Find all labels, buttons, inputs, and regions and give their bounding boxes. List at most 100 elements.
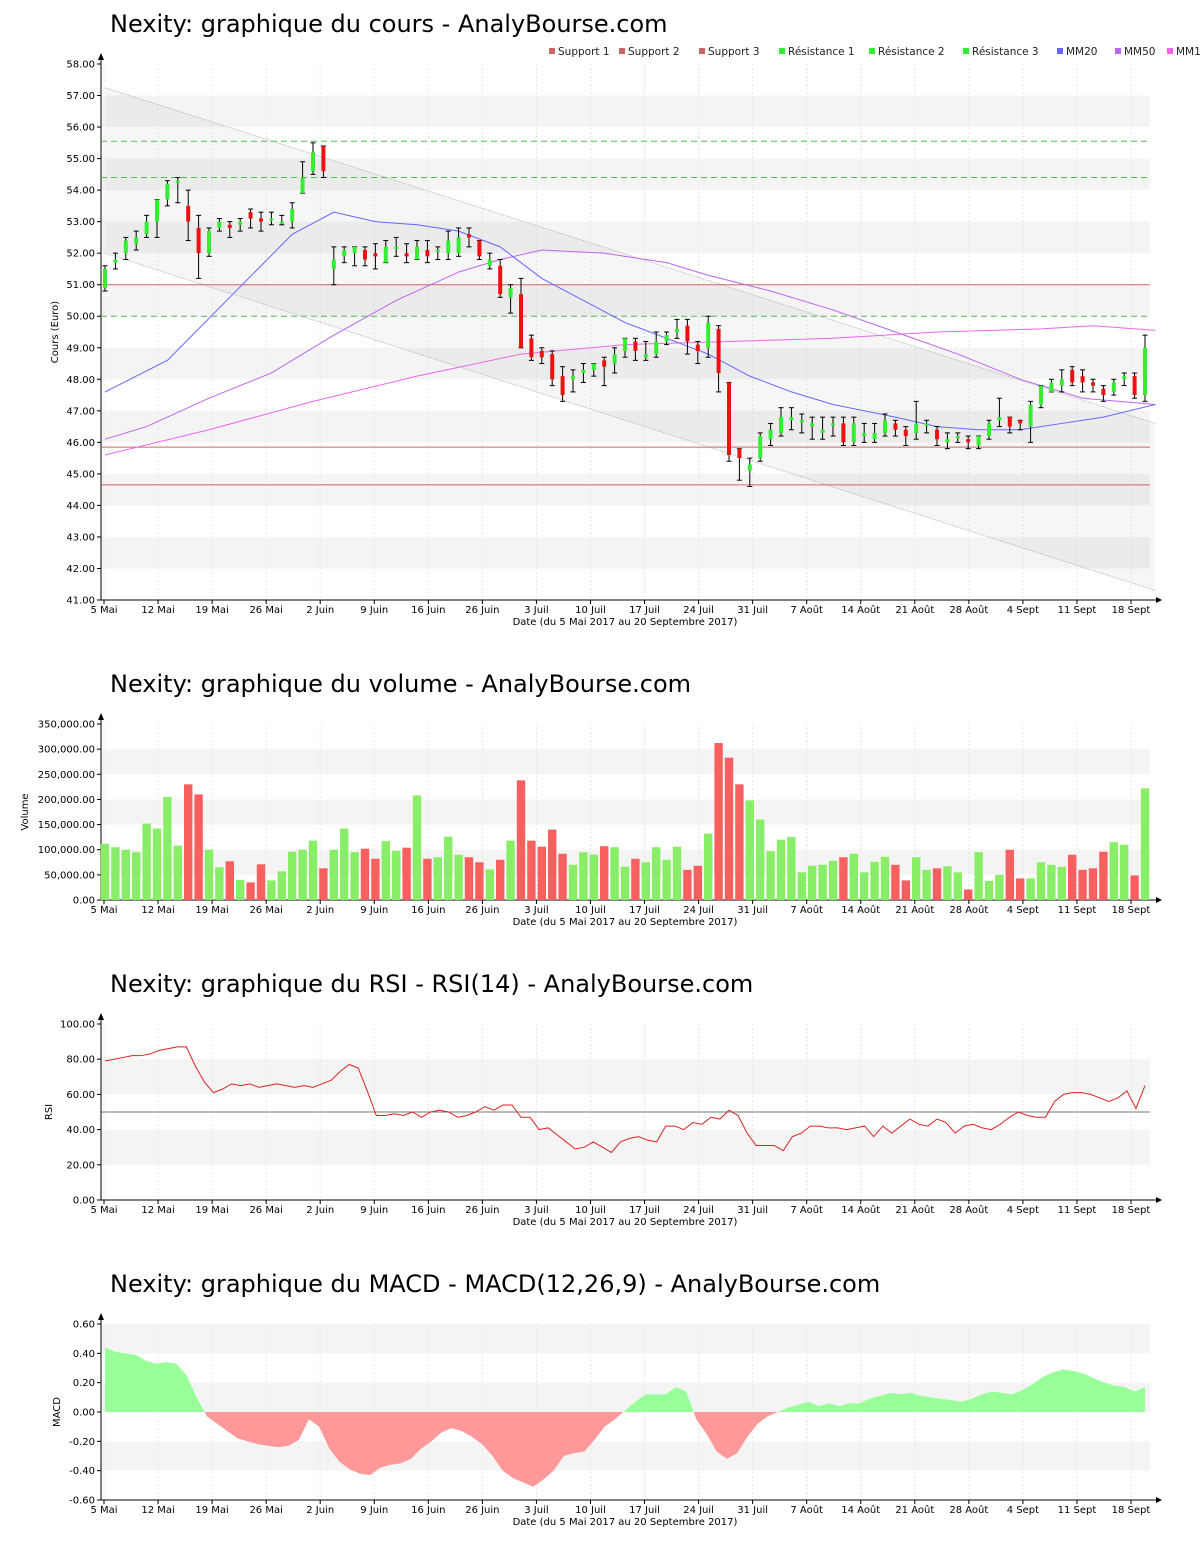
y-tick-label: 55.00 <box>66 154 95 165</box>
x-tick-label: 5 Mai <box>90 1205 117 1216</box>
candle <box>227 221 233 238</box>
candle-body <box>1070 369 1075 383</box>
x-tick-label: 16 Juin <box>411 1505 445 1516</box>
candle-body <box>820 429 825 433</box>
volume-bar <box>912 857 921 900</box>
legend-label: MM100 <box>1176 46 1200 58</box>
candle-body <box>186 205 191 222</box>
x-tick-label: 26 Juin <box>465 1205 499 1216</box>
candle <box>196 214 202 279</box>
x-tick-label: 17 Juil <box>629 905 660 916</box>
candle <box>913 400 919 440</box>
x-tick-label: 2 Juin <box>306 905 334 916</box>
candle-body <box>779 417 783 433</box>
volume-bar <box>849 853 858 900</box>
y-tick-label: 48.00 <box>66 375 95 386</box>
candle-body <box>997 417 1002 421</box>
legend-swatch <box>779 48 785 54</box>
volume-bar <box>1026 878 1035 900</box>
volume-bar <box>246 882 255 900</box>
volume-bar <box>974 852 983 900</box>
candle <box>476 240 482 260</box>
candle <box>1142 334 1148 402</box>
candle-body <box>196 227 201 254</box>
x-tick-label: 7 Août <box>790 604 823 616</box>
candle <box>788 407 794 431</box>
x-tick-label: 2 Juin <box>306 605 334 616</box>
grid-band <box>101 1441 1150 1471</box>
y-tick-label: 56.00 <box>66 123 95 134</box>
volume-panel: Nexity: graphique du volume - AnalyBours… <box>0 660 1200 940</box>
candle-body <box>789 417 794 421</box>
candle-body <box>508 287 513 298</box>
candle-body <box>623 338 627 351</box>
candle <box>1007 416 1013 434</box>
volume-bar <box>298 849 307 900</box>
legend-swatch <box>963 48 969 54</box>
legend-swatch <box>619 48 625 54</box>
x-tick-label: 5 Mai <box>90 905 117 916</box>
candle <box>726 381 732 462</box>
x-tick-label: 24 Juil <box>683 1505 714 1516</box>
volume-bar <box>412 795 422 900</box>
volume-bar <box>1130 875 1139 900</box>
macd-chart-title: Nexity: graphique du MACD - MACD(12,26,9… <box>110 1270 881 1298</box>
y-tick-label: 46.00 <box>66 438 95 449</box>
candle <box>331 246 337 286</box>
x-tick-label: 17 Juil <box>629 1505 660 1516</box>
candle-body <box>207 231 211 254</box>
volume-bar <box>485 869 494 900</box>
candle-body <box>227 224 232 228</box>
x-tick-label: 12 Mai <box>141 605 174 616</box>
legend-label: Support 3 <box>708 46 760 58</box>
x-tick-label: 3 Juil <box>524 1205 548 1216</box>
volume-bar <box>392 850 401 900</box>
grid-band <box>101 95 1150 128</box>
x-tick-label: 24 Juil <box>683 1205 714 1216</box>
y-tick-label: 50,000.00 <box>44 870 95 881</box>
candle-body <box>1028 404 1033 427</box>
volume-bar <box>600 846 609 900</box>
x-tick-label: 14 Août <box>841 904 880 916</box>
legend-label: Résistance 2 <box>878 46 945 58</box>
candle <box>487 252 493 270</box>
volume-bar <box>423 858 432 900</box>
candle <box>757 432 763 462</box>
x-tick-label: 26 Juin <box>465 605 499 616</box>
candle-body <box>1101 388 1106 396</box>
x-tick-label: 26 Mai <box>249 605 282 616</box>
candle <box>840 416 846 447</box>
volume-chart-title: Nexity: graphique du volume - AnalyBours… <box>110 670 692 698</box>
x-tick-label: 14 Août <box>841 1504 880 1516</box>
candle-body <box>363 250 367 260</box>
x-tick-label: 18 Sept <box>1112 605 1151 616</box>
candle-body <box>279 221 284 224</box>
x-tick-label: 2 Juin <box>306 1205 334 1216</box>
candle <box>185 189 191 242</box>
mm100-line <box>104 325 1156 456</box>
candle <box>144 214 150 238</box>
volume-bar <box>548 829 557 900</box>
x-axis-label: Date (du 5 Mai 2017 au 20 Septembre 2017… <box>513 917 738 928</box>
volume-bar <box>579 852 588 900</box>
candle <box>591 363 597 377</box>
candle-body <box>924 423 929 426</box>
candle-body <box>529 338 534 358</box>
volume-bar <box>371 858 380 900</box>
y-tick-label: 42.00 <box>66 564 95 575</box>
volume-bar <box>329 849 338 900</box>
volume-bar <box>589 854 598 900</box>
y-axis-label: RSI <box>44 1104 55 1120</box>
y-tick-label: 44.00 <box>66 501 95 512</box>
x-tick-label: 3 Juil <box>524 905 548 916</box>
candle-body <box>404 253 409 257</box>
y-tick-label: 52.00 <box>66 249 95 260</box>
volume-bar <box>860 872 869 900</box>
candle-body <box>1080 376 1085 383</box>
volume-bar <box>100 843 110 900</box>
candle <box>820 416 826 440</box>
volume-bar <box>787 837 796 900</box>
candle <box>154 199 160 238</box>
candle <box>622 337 628 358</box>
candle <box>674 318 680 339</box>
